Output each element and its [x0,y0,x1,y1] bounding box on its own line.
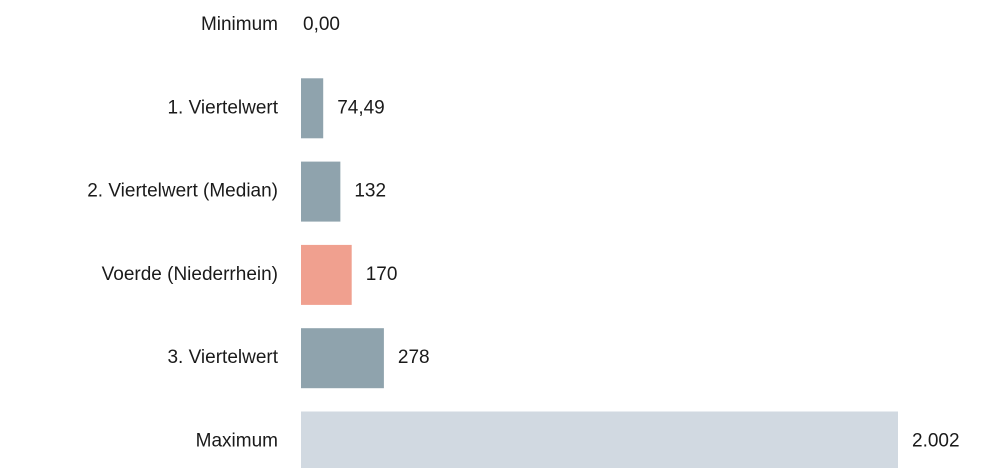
bar [301,244,352,305]
category-label: Maximum [196,431,278,452]
category-label: Voerde (Niederrhein) [102,264,278,285]
category-label: 1. Viertelwert [167,97,278,118]
bar [301,411,898,472]
value-label: 2.002 [912,431,960,452]
value-label: 0,00 [303,14,340,35]
bar [301,78,324,139]
bar [301,328,384,389]
bar [301,161,341,222]
value-label: 132 [354,181,386,202]
value-label: 278 [398,347,430,368]
value-label: 74,49 [337,97,385,118]
category-label: Minimum [201,14,278,35]
value-label: 170 [366,264,398,285]
category-label: 3. Viertelwert [167,347,278,368]
category-label: 2. Viertelwert (Median) [87,181,278,202]
